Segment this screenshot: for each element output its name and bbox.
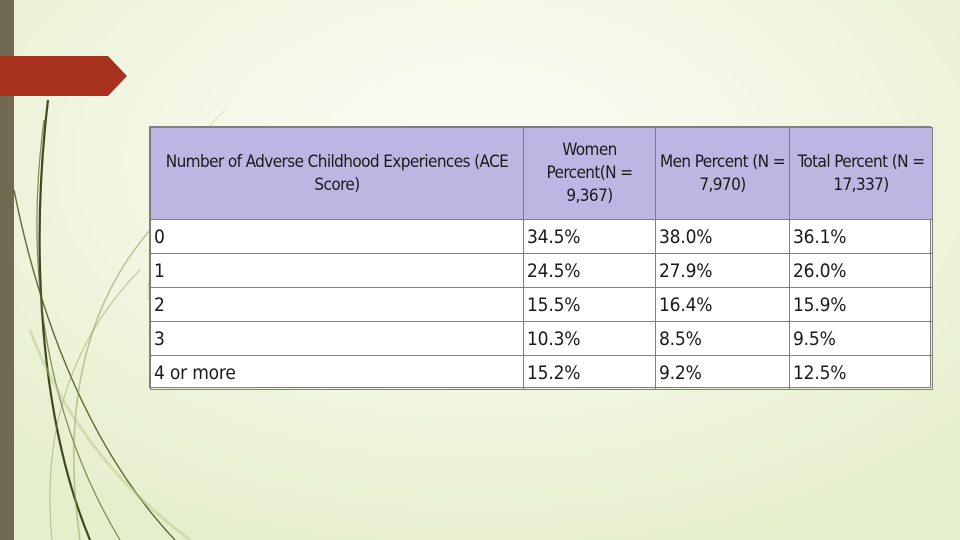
total-percent-cell: 36.1% bbox=[789, 219, 933, 254]
ace-score-cell: 0 bbox=[150, 219, 524, 254]
women-percent-cell: 10.3% bbox=[523, 321, 656, 356]
ace-score-cell: 2 bbox=[150, 287, 524, 322]
total-percent-cell: 26.0% bbox=[789, 253, 933, 288]
table-row: 4 or more 15.2% 9.2% 12.5% bbox=[150, 355, 933, 390]
table-row: 0 34.5% 38.0% 36.1% bbox=[150, 219, 933, 254]
ace-score-cell: 3 bbox=[150, 321, 524, 356]
header-women-percent: Women Percent(N = 9,367) bbox=[523, 127, 656, 220]
ace-score-table: Number of Adverse Childhood Experiences … bbox=[150, 127, 933, 390]
men-percent-cell: 8.5% bbox=[655, 321, 790, 356]
header-total-percent: Total Percent (N = 17,337) bbox=[789, 127, 933, 220]
table-row: 3 10.3% 8.5% 9.5% bbox=[150, 321, 933, 356]
ace-score-cell: 4 or more bbox=[150, 355, 524, 390]
total-percent-cell: 15.9% bbox=[789, 287, 933, 322]
table-row: 1 24.5% 27.9% 26.0% bbox=[150, 253, 933, 288]
ace-score-cell: 1 bbox=[150, 253, 524, 288]
ace-table-container: Number of Adverse Childhood Experiences … bbox=[149, 126, 933, 390]
header-ace-score: Number of Adverse Childhood Experiences … bbox=[150, 127, 524, 220]
men-percent-cell: 16.4% bbox=[655, 287, 790, 322]
table-header-row: Number of Adverse Childhood Experiences … bbox=[150, 127, 933, 220]
decorative-swooshes bbox=[13, 99, 226, 540]
women-percent-cell: 34.5% bbox=[523, 219, 656, 254]
men-percent-cell: 27.9% bbox=[655, 253, 790, 288]
table-row: 2 15.5% 16.4% 15.9% bbox=[150, 287, 933, 322]
women-percent-cell: 15.2% bbox=[523, 355, 656, 390]
total-percent-cell: 9.5% bbox=[789, 321, 933, 356]
red-arrow-tab bbox=[0, 56, 127, 96]
total-percent-cell: 12.5% bbox=[789, 355, 933, 390]
men-percent-cell: 38.0% bbox=[655, 219, 790, 254]
men-percent-cell: 9.2% bbox=[655, 355, 790, 390]
header-men-percent: Men Percent (N = 7,970) bbox=[655, 127, 790, 220]
women-percent-cell: 15.5% bbox=[523, 287, 656, 322]
left-accent-bar bbox=[0, 0, 14, 540]
women-percent-cell: 24.5% bbox=[523, 253, 656, 288]
